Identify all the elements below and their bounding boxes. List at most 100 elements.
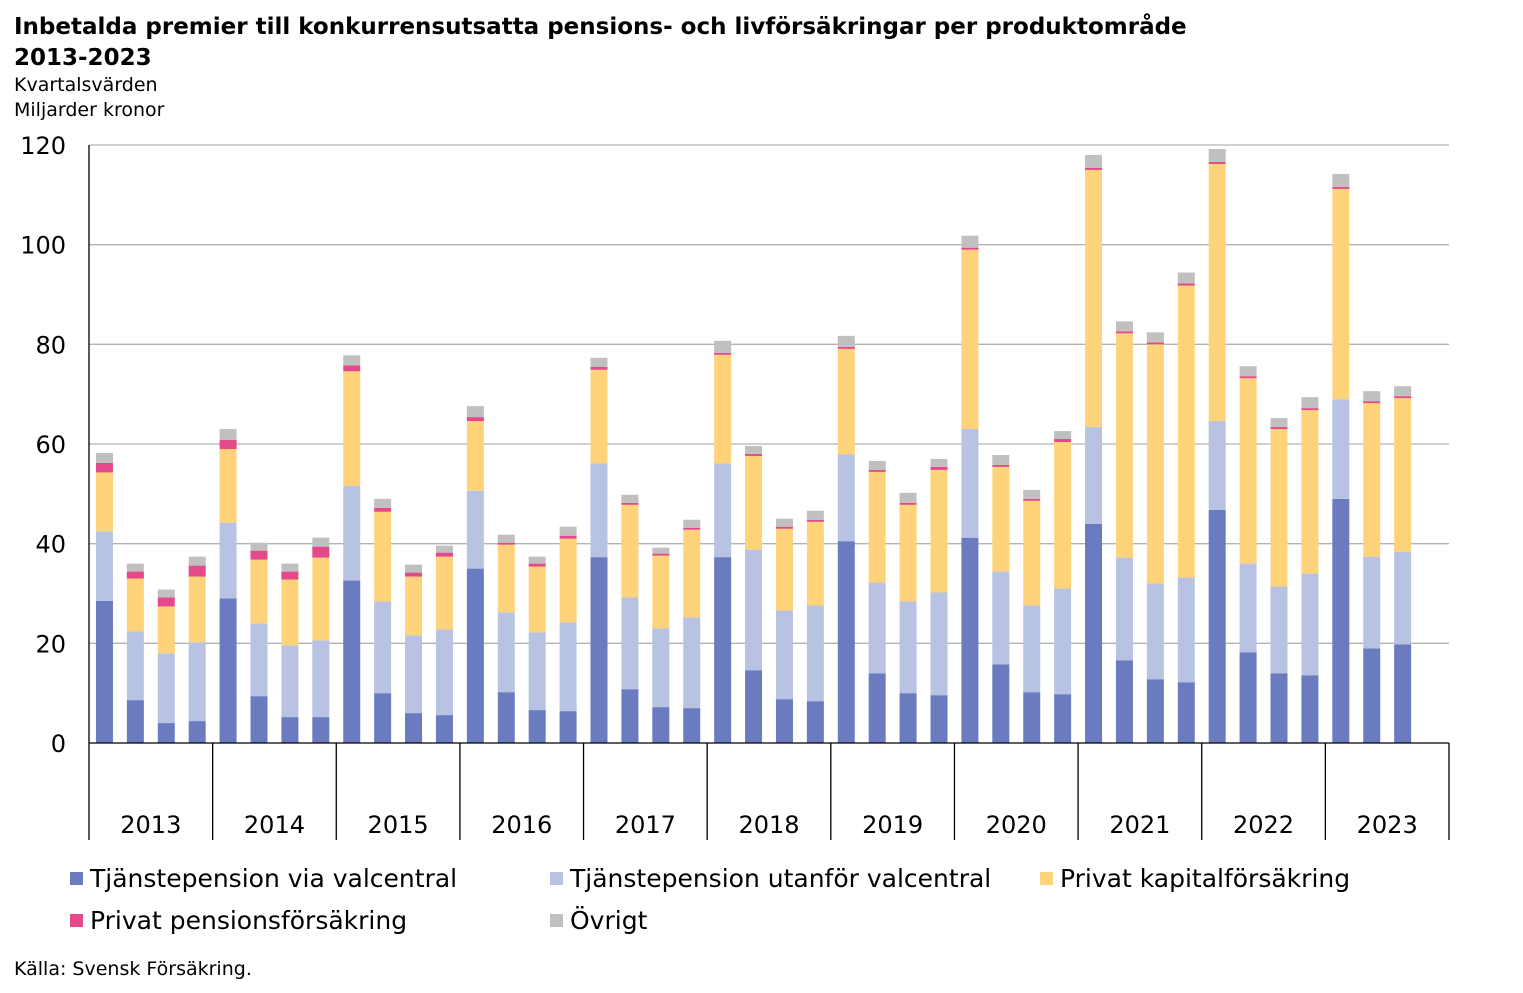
bar-stack bbox=[559, 526, 577, 743]
bar-stack bbox=[188, 556, 206, 743]
bar-segment bbox=[1394, 396, 1412, 399]
bar-stack bbox=[219, 429, 237, 743]
bar-segment bbox=[1023, 605, 1041, 693]
legend-item: Privat kapitalförsäkring bbox=[1040, 864, 1350, 893]
bar-segment bbox=[961, 429, 979, 538]
legend-label: Tjänstepension utanför valcentral bbox=[570, 864, 992, 893]
bar-segment bbox=[930, 458, 948, 467]
bar-segment bbox=[559, 538, 577, 623]
bar-stack bbox=[1239, 366, 1257, 743]
bar-segment bbox=[405, 713, 423, 743]
bar-segment bbox=[559, 526, 577, 536]
bar-segment bbox=[497, 692, 515, 743]
bar-segment bbox=[497, 542, 515, 545]
bar-segment bbox=[95, 472, 113, 532]
bar-segment bbox=[1146, 583, 1164, 680]
bar-segment bbox=[1115, 331, 1133, 334]
bar-segment bbox=[961, 537, 979, 743]
bar-segment bbox=[1270, 586, 1288, 674]
bar-segment bbox=[250, 550, 268, 560]
x-year-label: 2015 bbox=[368, 811, 429, 839]
bar-segment bbox=[1363, 556, 1381, 649]
bar-segment bbox=[374, 601, 392, 694]
bar-segment bbox=[806, 701, 824, 743]
bar-stack bbox=[1115, 321, 1133, 743]
bar-segment bbox=[1301, 408, 1319, 411]
bar-segment bbox=[1146, 344, 1164, 584]
bar-segment bbox=[1085, 167, 1103, 170]
bar-segment bbox=[1146, 679, 1164, 743]
bar-stack bbox=[621, 494, 639, 743]
bar-segment bbox=[775, 699, 793, 743]
bar-segment bbox=[1394, 386, 1412, 397]
bar-segment bbox=[1023, 692, 1041, 743]
legend-item: Övrigt bbox=[550, 906, 647, 935]
bar-segment bbox=[1177, 577, 1195, 683]
x-year-label: 2016 bbox=[491, 811, 552, 839]
bar-segment bbox=[1085, 427, 1103, 524]
bar-segment bbox=[868, 460, 886, 470]
x-year-label: 2013 bbox=[120, 811, 181, 839]
bar-segment bbox=[590, 463, 608, 558]
bar-segment bbox=[714, 557, 732, 743]
bar-segment bbox=[435, 629, 453, 716]
legend-label: Övrigt bbox=[570, 906, 648, 935]
bar-segment bbox=[188, 576, 206, 643]
bar-segment bbox=[775, 526, 793, 529]
bar-stack bbox=[775, 518, 793, 743]
bar-segment bbox=[1177, 283, 1195, 286]
bar-stack bbox=[343, 355, 361, 743]
legend-label: Tjänstepension via valcentral bbox=[90, 864, 458, 893]
bar-segment bbox=[343, 365, 361, 372]
bar-segment bbox=[745, 549, 763, 671]
bar-segment bbox=[1239, 652, 1257, 743]
bar-segment bbox=[219, 522, 237, 599]
bar-segment bbox=[961, 249, 979, 430]
legend-label: Privat pensionsförsäkring bbox=[90, 906, 408, 935]
legend-item: Tjänstepension utanför valcentral bbox=[550, 864, 991, 893]
legend-label: Privat kapitalförsäkring bbox=[1060, 864, 1351, 893]
bar-segment bbox=[930, 695, 948, 743]
bar-segment bbox=[1301, 410, 1319, 574]
bar-segment bbox=[1208, 509, 1226, 743]
bar-segment bbox=[1023, 500, 1041, 606]
bar-segment bbox=[343, 355, 361, 366]
bar-segment bbox=[1208, 421, 1226, 510]
bar-segment bbox=[1363, 391, 1381, 402]
bar-segment bbox=[837, 541, 855, 743]
bar-segment bbox=[775, 518, 793, 527]
bar-stack bbox=[899, 492, 917, 743]
bar-stack bbox=[1054, 431, 1072, 743]
bar-segment bbox=[1332, 186, 1350, 189]
x-year-label: 2022 bbox=[1233, 811, 1294, 839]
bar-segment bbox=[435, 545, 453, 553]
bar-stack bbox=[497, 534, 515, 743]
bar-segment bbox=[157, 589, 175, 598]
bar-stack bbox=[714, 340, 732, 743]
bar-segment bbox=[1054, 694, 1072, 743]
bar-segment bbox=[590, 357, 608, 367]
bar-segment bbox=[188, 565, 206, 577]
bar-segment bbox=[126, 571, 144, 579]
bar-segment bbox=[683, 708, 701, 743]
bar-segment bbox=[992, 464, 1010, 467]
bar-segment bbox=[1363, 648, 1381, 743]
bar-segment bbox=[1301, 397, 1319, 409]
y-tick-label: 120 bbox=[20, 132, 66, 160]
bar-segment bbox=[281, 571, 299, 580]
bar-segment bbox=[1054, 588, 1072, 695]
bar-segment bbox=[1146, 332, 1164, 343]
bar-segment bbox=[621, 597, 639, 690]
bar-segment bbox=[466, 417, 484, 422]
bar-segment bbox=[188, 721, 206, 743]
bar-segment bbox=[405, 635, 423, 714]
bar-segment bbox=[281, 645, 299, 718]
bar-segment bbox=[528, 710, 546, 743]
bar-segment bbox=[930, 592, 948, 696]
bar-segment bbox=[992, 664, 1010, 743]
bar-segment bbox=[1394, 644, 1412, 743]
bar-stack bbox=[435, 545, 453, 743]
bar-segment bbox=[281, 717, 299, 743]
bar-segment bbox=[1270, 418, 1288, 428]
